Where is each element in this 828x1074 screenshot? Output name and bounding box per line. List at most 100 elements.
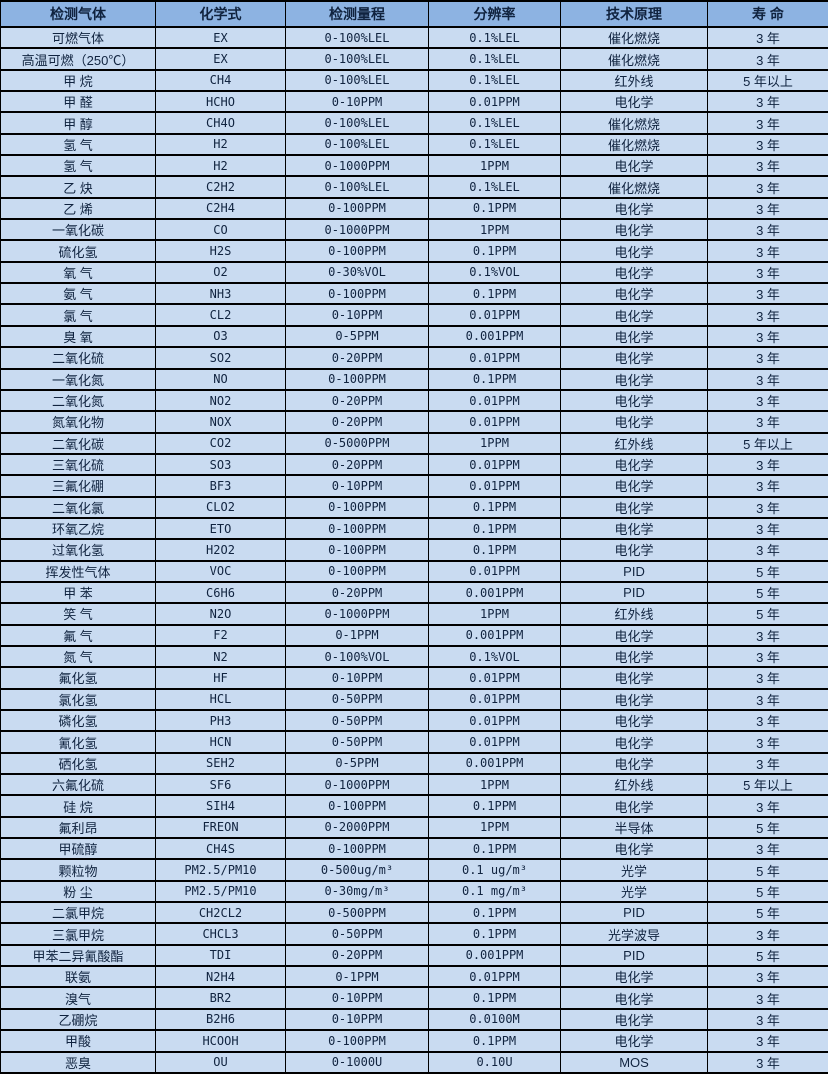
table-cell: 5 年以上 xyxy=(707,773,828,797)
table-cell: 红外线 xyxy=(560,431,708,455)
table-cell: NOX xyxy=(155,410,286,434)
table-cell: 0-50PPM xyxy=(285,708,429,733)
table-row: 乙硼烷 B2H6 0-10PPM 0.0100M 电化学 3 年 xyxy=(0,1007,828,1032)
table-cell: SEH2 xyxy=(155,751,286,776)
table-cell: 1PPM xyxy=(428,773,561,797)
table-cell: H2O2 xyxy=(155,538,286,562)
table-cell: 电化学 xyxy=(560,837,708,861)
table-cell: PM2.5/PM10 xyxy=(155,858,286,882)
table-cell: 3 年 xyxy=(707,708,828,733)
table-cell: 甲苯二异氰酸酯 xyxy=(0,943,156,968)
table-row: 硒化氢 SEH2 0-5PPM 0.001PPM 电化学 3 年 xyxy=(0,751,828,776)
table-cell: 电化学 xyxy=(560,965,708,989)
table-cell: 0-20PPM xyxy=(285,410,429,434)
header-cell-col2: 检测量程 xyxy=(285,0,429,28)
table-row: 三氧化硫 SO3 0-20PPM 0.01PPM 电化学 3 年 xyxy=(0,452,828,477)
table-row: 溴气 BR2 0-10PPM 0.1PPM 电化学 3 年 xyxy=(0,986,828,1010)
table-cell: 电化学 xyxy=(560,708,708,733)
table-cell: 3 年 xyxy=(707,474,828,498)
header-cell-col4: 技术原理 xyxy=(560,0,708,28)
table-cell: 0-1000PPM xyxy=(285,773,429,797)
table-cell: 3 年 xyxy=(707,1007,828,1032)
table-row: 氢 气 H2 0-100%LEL 0.1%LEL 催化燃烧 3 年 xyxy=(0,132,828,157)
table-cell: 0.1%LEL xyxy=(428,47,561,71)
table-cell: 电化学 xyxy=(560,196,708,221)
table-row: 挥发性气体 VOC 0-100PPM 0.01PPM PID 5 年 xyxy=(0,559,828,583)
table-row: 三氟化硼 BF3 0-10PPM 0.01PPM 电化学 3 年 xyxy=(0,474,828,498)
table-row: 乙 炔 C2H2 0-100%LEL 0.1%LEL 催化燃烧 3 年 xyxy=(0,175,828,199)
table-cell: CHCL3 xyxy=(155,922,286,946)
table-cell: 0.1PPM xyxy=(428,901,561,925)
table-cell: 0-20PPM xyxy=(285,452,429,477)
table-cell: PID xyxy=(560,901,708,925)
table-row: 二氧化氯 CLO2 0-100PPM 0.1PPM 电化学 3 年 xyxy=(0,495,828,519)
table-row: 二氯甲烷 CH2CL2 0-500PPM 0.1PPM PID 5 年 xyxy=(0,901,828,925)
table-cell: HCN xyxy=(155,730,286,754)
table-cell: 红外线 xyxy=(560,773,708,797)
table-row: 环氧乙烷 ETO 0-100PPM 0.1PPM 电化学 3 年 xyxy=(0,516,828,541)
table-cell: 三氟化硼 xyxy=(0,474,156,498)
table-row: 过氧化氢 H2O2 0-100PPM 0.1PPM 电化学 3 年 xyxy=(0,538,828,562)
table-cell: 0-1PPM xyxy=(285,623,429,647)
table-cell: 0-100%LEL xyxy=(285,47,429,71)
table-row: 氮氧化物 NOX 0-20PPM 0.01PPM 电化学 3 年 xyxy=(0,410,828,434)
table-cell: EX xyxy=(155,25,286,50)
table-row: 氟 气 F2 0-1PPM 0.001PPM 电化学 3 年 xyxy=(0,623,828,647)
table-cell: C2H4 xyxy=(155,196,286,221)
table-cell: 0.1PPM xyxy=(428,794,561,818)
table-row: 二氧化碳 CO2 0-5000PPM 1PPM 红外线 5 年以上 xyxy=(0,431,828,455)
table-cell: 0-30%VOL xyxy=(285,260,429,285)
table-cell: 磷化氢 xyxy=(0,708,156,733)
table-cell: 溴气 xyxy=(0,986,156,1010)
table-row: 乙 烯 C2H4 0-100PPM 0.1PPM 电化学 3 年 xyxy=(0,196,828,221)
table-cell: 0.01PPM xyxy=(428,388,561,413)
table-cell: TDI xyxy=(155,943,286,968)
table-cell: 5 年 xyxy=(707,580,828,605)
table-row: 一氧化碳 CO 0-1000PPM 1PPM 电化学 3 年 xyxy=(0,218,828,242)
header-cell-col5: 寿 命 xyxy=(707,0,828,28)
table-cell: C6H6 xyxy=(155,580,286,605)
table-cell: 光学 xyxy=(560,879,708,904)
table-cell: 0-500PPM xyxy=(285,901,429,925)
table-cell: 可燃气体 xyxy=(0,25,156,50)
table-cell: 催化燃烧 xyxy=(560,47,708,71)
table-cell: 甲 烷 xyxy=(0,68,156,93)
table-cell: CH4O xyxy=(155,111,286,135)
table-row: 氟化氢 HF 0-10PPM 0.01PPM 电化学 3 年 xyxy=(0,666,828,690)
table-cell: 颗粒物 xyxy=(0,858,156,882)
table-cell: 0.1PPM xyxy=(428,495,561,519)
table-cell: 0-50PPM xyxy=(285,687,429,712)
table-cell: HCL xyxy=(155,687,286,712)
table-cell: NH3 xyxy=(155,282,286,306)
table-cell: 电化学 xyxy=(560,644,708,669)
table-cell: 0.1 mg/m³ xyxy=(428,879,561,904)
table-row: 笑 气 N2O 0-1000PPM 1PPM 红外线 5 年 xyxy=(0,602,828,626)
table-cell: 氢 气 xyxy=(0,154,156,178)
table-cell: 0-1000PPM xyxy=(285,602,429,626)
table-cell: 电化学 xyxy=(560,260,708,285)
table-cell: 5 年 xyxy=(707,815,828,840)
table-cell: 0.01PPM xyxy=(428,303,561,327)
table-cell: 一氧化氮 xyxy=(0,367,156,391)
table-cell: O3 xyxy=(155,324,286,349)
table-cell: 3 年 xyxy=(707,90,828,114)
table-cell: 0-100PPM xyxy=(285,1029,429,1053)
table-cell: PH3 xyxy=(155,708,286,733)
table-cell: 0.1PPM xyxy=(428,986,561,1010)
table-row: 磷化氢 PH3 0-50PPM 0.01PPM 电化学 3 年 xyxy=(0,708,828,733)
table-cell: 二氧化氯 xyxy=(0,495,156,519)
table-cell: 3 年 xyxy=(707,495,828,519)
table-cell: 环氧乙烷 xyxy=(0,516,156,541)
table-cell: SF6 xyxy=(155,773,286,797)
table-cell: 甲 醇 xyxy=(0,111,156,135)
table-cell: 0.1%VOL xyxy=(428,260,561,285)
table-cell: 1PPM xyxy=(428,154,561,178)
table-cell: 0.1PPM xyxy=(428,1029,561,1053)
table-cell: 0.01PPM xyxy=(428,452,561,477)
table-cell: 0.001PPM xyxy=(428,324,561,349)
table-cell: PID xyxy=(560,943,708,968)
table-cell: 硒化氢 xyxy=(0,751,156,776)
table-cell: 0-100%LEL xyxy=(285,175,429,199)
table-row: 氯化氢 HCL 0-50PPM 0.01PPM 电化学 3 年 xyxy=(0,687,828,712)
table-cell: 3 年 xyxy=(707,25,828,50)
